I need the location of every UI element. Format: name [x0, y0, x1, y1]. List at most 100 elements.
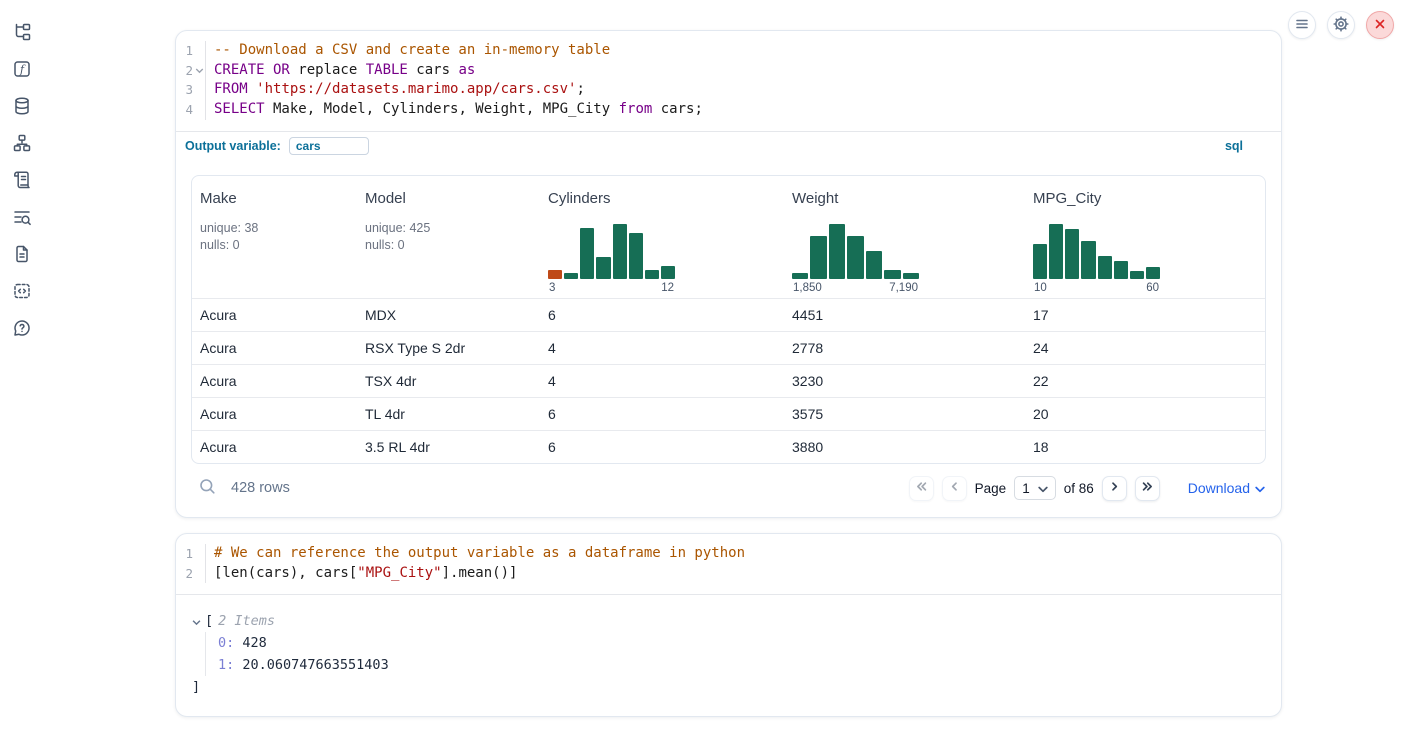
first-page-button[interactable] [908, 475, 934, 501]
code-token: replace [289, 61, 366, 78]
collapse-toggle[interactable] [192, 614, 203, 629]
histogram-bar[interactable] [628, 233, 643, 279]
column-header-model[interactable]: Model unique: 425 nulls: 0 [357, 190, 540, 298]
sidebar-item-snippets[interactable] [11, 281, 33, 303]
column-header-weight[interactable]: Weight 1,850 7,190 [784, 190, 1025, 298]
code-line: 1 # We can reference the output variable … [176, 544, 1281, 564]
code-token: FROM [214, 81, 248, 98]
code-text: SELECT Make, Model, Cylinders, Weight, M… [206, 100, 703, 120]
code-text: FROM 'https://datasets.marimo.app/cars.c… [206, 80, 585, 100]
histogram-bar[interactable] [828, 223, 846, 279]
chevrons-left-icon [915, 480, 928, 496]
histogram-bar[interactable] [1065, 229, 1080, 279]
histogram-bar[interactable] [644, 270, 659, 279]
code-token: # We can reference the output variable a… [214, 545, 746, 561]
item-index: 1: [218, 657, 235, 674]
code-token: [len(cars), cars[ [214, 564, 358, 581]
column-header-cylinders[interactable]: Cylinders 3 12 [540, 190, 784, 298]
histogram-bars [1033, 223, 1160, 279]
python-code-editor[interactable]: 1 # We can reference the output variable … [176, 534, 1281, 594]
column-header-make[interactable]: Make unique: 38 nulls: 0 [192, 190, 357, 298]
histogram-bar[interactable] [1049, 223, 1064, 279]
chevrons-right-icon [1141, 480, 1154, 496]
output-variable-input[interactable] [288, 136, 369, 155]
code-token: TABLE [365, 61, 408, 78]
table-search-button[interactable] [199, 478, 216, 498]
histogram-bar[interactable] [1145, 266, 1160, 279]
histogram-bar[interactable] [865, 251, 883, 279]
histogram-bar[interactable] [612, 223, 627, 279]
table-cell: 17 [1033, 306, 1049, 323]
table-cell: 4 [548, 339, 556, 356]
axis-min-label: 10 [1034, 281, 1047, 294]
language-badge[interactable]: sql [1224, 138, 1243, 153]
data-table: Make unique: 38 nulls: 0 Model unique: 425 nu… [191, 174, 1266, 464]
sidebar-item-file-tree[interactable] [11, 22, 33, 44]
histogram-bar[interactable] [1113, 260, 1128, 279]
table-cell: 6 [548, 306, 556, 323]
histogram-bar[interactable] [660, 266, 675, 279]
histogram-bar[interactable] [1081, 241, 1096, 279]
file-tree-icon [12, 22, 32, 45]
histogram-bar[interactable] [564, 273, 579, 279]
download-button[interactable]: Download [1188, 480, 1265, 496]
histogram-bar[interactable] [792, 273, 809, 279]
code-token: "MPG_City" [357, 564, 442, 581]
histogram-bar[interactable] [847, 236, 864, 279]
code-text: # We can reference the output variable a… [206, 544, 745, 564]
table-cell: TL 4dr [365, 405, 405, 422]
code-line: 3 FROM 'https://datasets.marimo.app/cars.… [176, 80, 1281, 101]
code-text: -- Download a CSV and create an in-memor… [206, 41, 610, 61]
table-footer: 428 rows Page 1 of 86 [176, 464, 1281, 515]
column-header-mpg_city[interactable]: MPG_City 10 60 [1025, 190, 1265, 298]
histogram-bar[interactable] [548, 270, 563, 279]
code-line: 2 CREATE OR replace TABLE cars as [176, 60, 1281, 81]
download-label: Download [1187, 480, 1250, 497]
code-line: 2 [len(cars), cars["MPG_City"].mean()] [176, 563, 1281, 584]
sidebar-item-tracing[interactable] [11, 207, 33, 229]
sidebar-item-datasources[interactable] [11, 96, 33, 118]
histogram-bar[interactable] [884, 270, 901, 279]
settings-button[interactable] [1327, 11, 1355, 39]
code-text: CREATE OR replace TABLE cars as [206, 61, 475, 81]
last-page-button[interactable] [1134, 475, 1160, 501]
column-histogram: 1,850 7,190 [792, 223, 919, 298]
line-gutter: 1 [176, 544, 206, 564]
output-variable-label: Output variable: [185, 138, 281, 153]
list-item: 1: 20.060747663551403 [218, 654, 1265, 676]
histogram-axis: 3 12 [548, 282, 675, 294]
column-label: Model [365, 189, 406, 207]
histogram-bar[interactable] [1129, 271, 1144, 279]
code-token: from [618, 101, 653, 118]
chevron-down-icon [192, 614, 201, 629]
sidebar-item-dependency-graph[interactable] [11, 133, 33, 155]
line-number: 2 [185, 565, 193, 581]
sidebar: f [0, 0, 44, 729]
menu-button[interactable] [1288, 11, 1316, 39]
table-cell: 4451 [792, 306, 824, 323]
histogram-bar[interactable] [580, 227, 595, 279]
chevron-right-icon [1108, 480, 1121, 496]
histogram-bar[interactable] [596, 256, 611, 279]
python-cell: 1 # We can reference the output variable … [175, 533, 1282, 718]
sidebar-item-documentation[interactable] [11, 244, 33, 266]
histogram-bar[interactable] [1097, 255, 1112, 279]
sidebar-item-logs[interactable] [11, 170, 33, 192]
sidebar-item-variables[interactable]: f [11, 59, 33, 81]
table-row: Acura TL 4dr 6 3575 20 [192, 396, 1265, 430]
axis-min-label: 1,850 [793, 281, 822, 294]
axis-max-label: 12 [661, 281, 674, 294]
histogram-bar[interactable] [810, 235, 827, 279]
fold-chevron-icon[interactable] [193, 68, 205, 74]
prev-page-button[interactable] [941, 475, 967, 501]
histogram-bar[interactable] [1033, 244, 1048, 279]
histogram-bar[interactable] [902, 272, 919, 279]
table-cell: TSX 4dr [365, 372, 417, 389]
next-page-button[interactable] [1101, 475, 1127, 501]
sql-code-editor[interactable]: 1 -- Download a CSV and create an in-memo… [176, 31, 1281, 131]
hamburger-icon [1295, 17, 1309, 34]
page-select[interactable]: 1 [1014, 476, 1056, 501]
sidebar-item-help[interactable] [11, 318, 33, 340]
shutdown-button[interactable] [1366, 11, 1394, 39]
code-token: 'https://datasets.marimo.app/cars.csv' [256, 81, 577, 98]
